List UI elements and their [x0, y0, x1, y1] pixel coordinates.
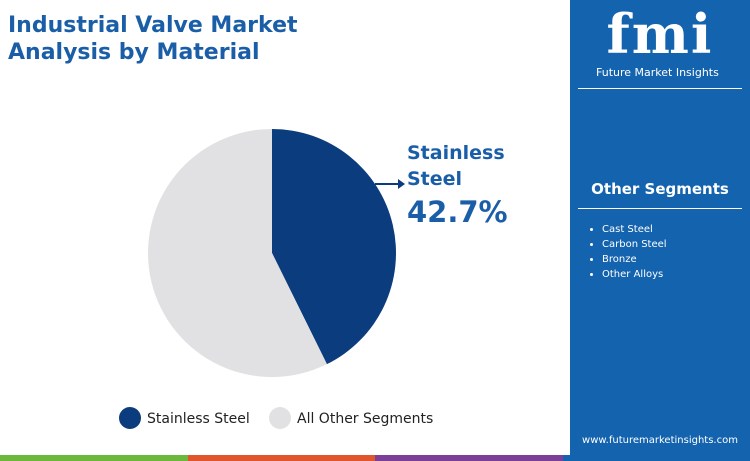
chart-title: Industrial Valve Market Analysis by Mate…	[8, 13, 298, 65]
pie-slice	[272, 129, 396, 365]
pie-slice	[148, 129, 327, 377]
footer-strip	[562, 455, 750, 461]
chart: Stainless Steel All Other Segments	[119, 129, 433, 429]
footer-strip	[375, 455, 563, 461]
website: www.futuremarketinsights.com	[582, 435, 738, 446]
panel-heading: Other Segments	[591, 180, 729, 198]
segment-item: Bronze	[602, 252, 667, 267]
segment-item: Other Alloys	[602, 267, 667, 282]
callout-label: Stainless Steel	[407, 142, 505, 190]
brand-logo: fmi	[606, 2, 714, 66]
divider	[578, 208, 742, 209]
legend-swatch	[269, 407, 291, 429]
callout: Stainless Steel 42.7%	[407, 140, 517, 232]
legend-swatch	[119, 407, 141, 429]
footer-strip	[0, 455, 188, 461]
segment-item: Carbon Steel	[602, 237, 667, 252]
segment-item: Cast Steel	[602, 222, 667, 237]
callout-arrowhead	[398, 179, 405, 189]
legend-label: All Other Segments	[297, 411, 433, 427]
brand-name: Future Market Insights	[596, 66, 719, 79]
divider	[578, 88, 742, 89]
side-panel: fmi Future Market Insights Other Segment…	[570, 0, 750, 455]
footer-strip	[187, 455, 375, 461]
footer-bar	[0, 455, 750, 461]
callout-value: 42.7%	[407, 195, 508, 229]
legend-label: Stainless Steel	[147, 411, 250, 427]
segment-list: Cast SteelCarbon SteelBronzeOther Alloys	[586, 222, 667, 282]
